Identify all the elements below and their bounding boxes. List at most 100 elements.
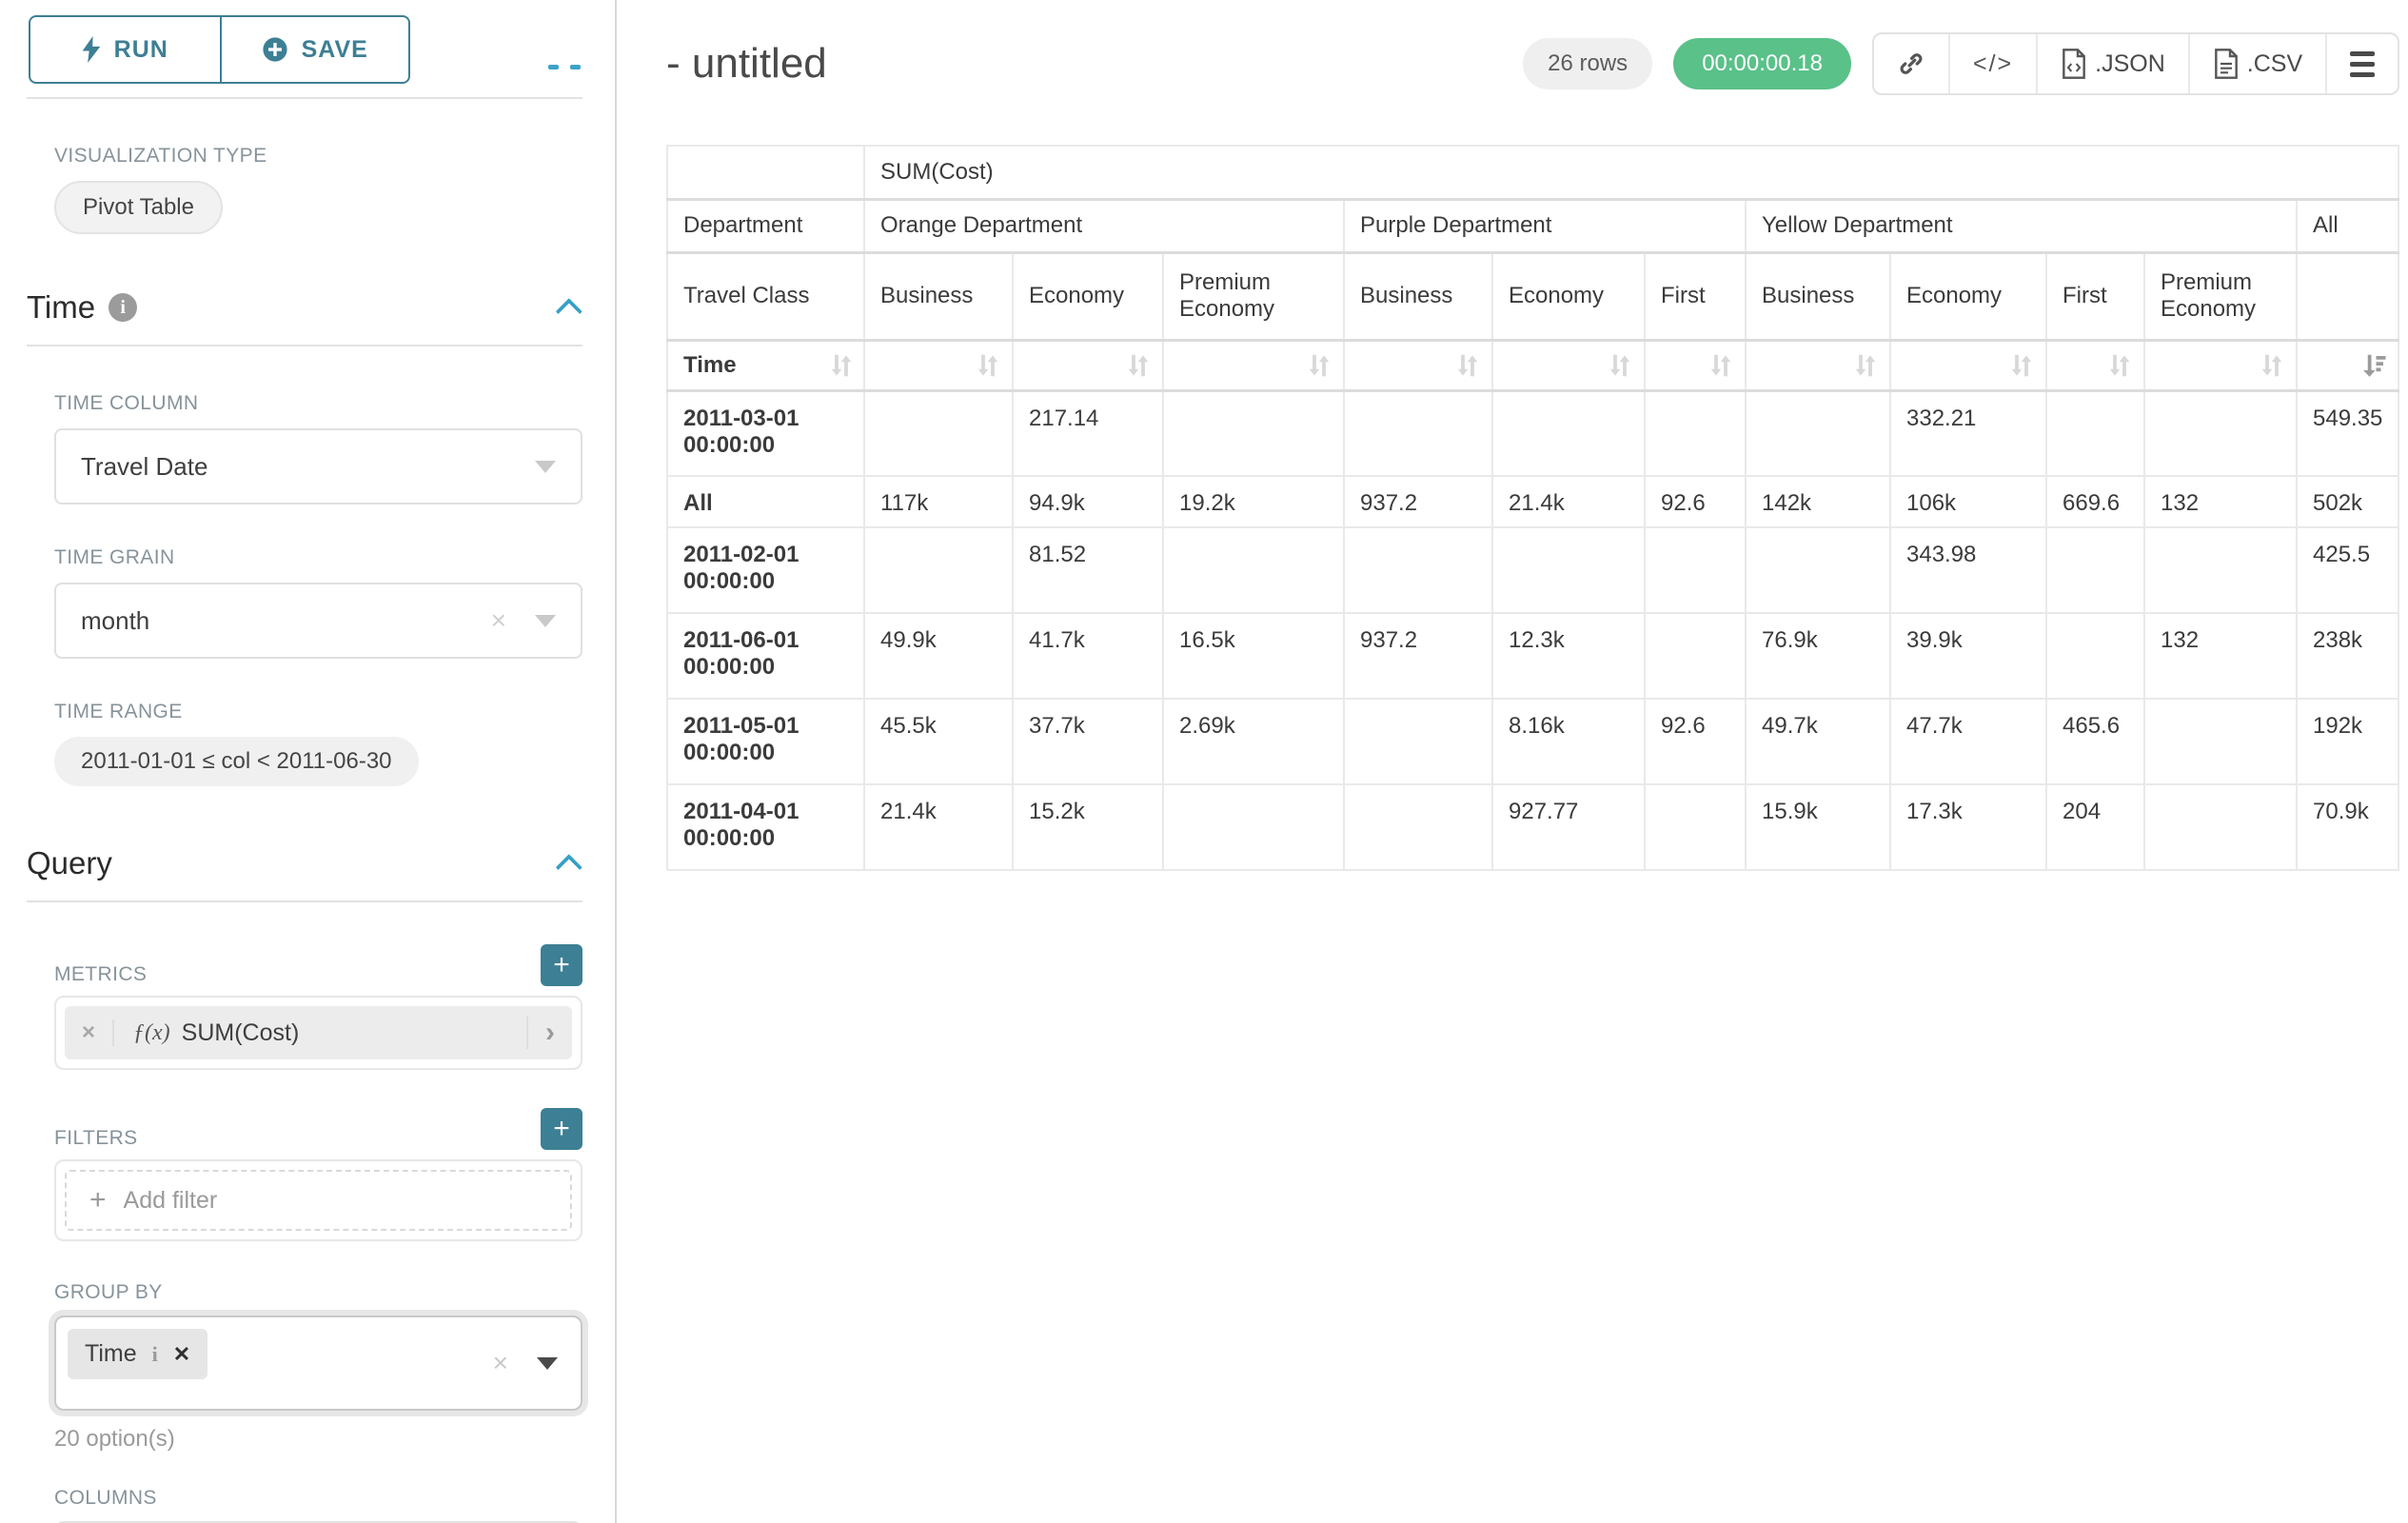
group-by-select[interactable]: Time i ✕ × [54,1315,582,1411]
remove-chip-icon[interactable]: ✕ [172,1341,191,1366]
filters-container: + Add filter [54,1159,582,1241]
time-grain-select[interactable]: month × [54,583,582,659]
hamburger-icon [2350,50,2376,77]
chart-title[interactable]: - untitled [666,40,827,87]
sort-header-cell[interactable] [1343,339,1493,391]
embed-code-button[interactable]: </> [1947,34,2036,93]
value-cell: 92.6 [1644,698,1747,785]
time-axis-label: Time [683,351,737,378]
time-section-title: Time [27,289,96,325]
chevron-down-icon[interactable] [537,1356,558,1370]
value-cell: 192k [2295,698,2400,785]
chart-header: - untitled 26 rows 00:00:00.18 </> [666,32,2400,95]
value-cell [1343,389,1493,477]
value-cell: 332.21 [1889,389,2047,477]
travel-class-header: Economy [1012,251,1164,341]
run-button[interactable]: RUN [30,17,220,82]
value-cell [1644,389,1747,477]
row-label: 2011-05-01 00:00:00 [666,698,865,785]
value-cell [1491,526,1646,614]
sort-icon[interactable] [1851,351,1880,380]
metrics-label: METRICS [54,963,148,985]
run-save-button-group: RUN SAVE [29,15,410,84]
add-filter-button[interactable]: + [541,1108,582,1150]
pivot-corner-cell [666,145,865,200]
chevron-up-icon[interactable] [555,298,582,326]
metrics-container: × ƒ(x) SUM(Cost) › [54,996,582,1070]
value-cell: 70.9k [2295,783,2400,871]
metric-item[interactable]: × ƒ(x) SUM(Cost) › [65,1006,572,1059]
sort-icon[interactable] [2105,351,2134,380]
sort-icon[interactable] [1707,351,1735,380]
sort-icon[interactable] [2007,351,2036,380]
row-label: 2011-06-01 00:00:00 [666,612,865,700]
json-button-label: .JSON [2095,49,2165,77]
time-grain-label: TIME GRAIN [54,546,175,568]
sort-header-cell[interactable] [2045,339,2145,391]
menu-button[interactable] [2325,34,2398,93]
value-cell [1491,389,1646,477]
value-cell [1343,698,1493,785]
export-json-button[interactable]: .JSON [2036,34,2188,93]
sort-header-cell[interactable] [1889,339,2047,391]
copy-link-button[interactable] [1874,34,1948,93]
query-section-header[interactable]: Query [27,845,582,881]
remove-metric-icon[interactable]: × [65,1019,115,1046]
time-range-value[interactable]: 2011-01-01 ≤ col < 2011-06-30 [54,737,419,786]
value-cell: 343.98 [1889,526,2047,614]
time-column-select[interactable]: Travel Date [54,428,582,504]
sort-icon[interactable] [1124,351,1153,380]
table-row: All 117k 94.9k 19.2k 937.2 21.4k 92.6 142k 106k 6… [666,475,2400,528]
sort-icon[interactable] [1453,351,1482,380]
sort-desc-active-icon[interactable] [2359,351,2388,380]
value-cell: 76.9k [1745,612,1891,700]
value-cell: 2.69k [1162,698,1345,785]
value-cell: 132 [2143,475,2298,528]
value-cell: 142k [1745,475,1891,528]
sort-header-cell[interactable] [1162,339,1345,391]
chevron-up-icon[interactable] [555,854,582,881]
sort-header-cell[interactable] [2295,339,2400,391]
link-icon [1900,53,1923,74]
add-metric-button[interactable]: + [541,944,582,986]
sort-header-cell[interactable] [1644,339,1747,391]
run-button-label: RUN [113,35,168,63]
value-cell: 15.9k [1745,783,1891,871]
value-cell: 465.6 [2045,698,2145,785]
value-cell [1644,783,1747,871]
time-section-header[interactable]: Time i [27,289,582,326]
value-cell: 49.7k [1745,698,1891,785]
sort-header-cell[interactable] [1491,339,1646,391]
csv-file-icon [2214,49,2238,79]
sort-icon[interactable] [827,351,856,380]
value-cell: 49.9k [863,612,1014,700]
sort-header-cell[interactable] [1012,339,1164,391]
save-button[interactable]: SAVE [219,17,409,82]
value-cell: 12.3k [1491,612,1646,700]
row-label: All [666,475,865,528]
export-button-group: </> .JSON .CSV [1871,32,2400,95]
add-filter-dropzone[interactable]: + Add filter [65,1170,572,1231]
value-cell: 238k [2295,612,2400,700]
plus-circle-icon [263,37,287,62]
value-cell: 81.52 [1012,526,1164,614]
sort-header-cell[interactable] [1745,339,1891,391]
sort-icon[interactable] [1606,351,1634,380]
sort-icon[interactable] [974,351,1002,380]
chart-type-collapse-icon[interactable] [548,65,581,69]
sort-header-cell[interactable] [2143,339,2298,391]
sort-icon[interactable] [1305,351,1333,380]
filters-label: FILTERS [54,1127,138,1149]
clear-icon[interactable]: × [490,605,506,635]
value-cell [863,526,1014,614]
export-csv-button[interactable]: .CSV [2187,34,2325,93]
table-row: 2011-03-01 00:00:00 217.14 332.21 549.35 [666,389,2400,477]
sort-header-cell[interactable] [863,339,1014,391]
query-section-title: Query [27,845,112,880]
clear-all-icon[interactable]: × [492,1348,508,1377]
chevron-right-icon[interactable]: › [526,1017,572,1049]
sort-icon[interactable] [2258,351,2286,380]
visualization-type-value[interactable]: Pivot Table [54,181,223,234]
group-by-chip-time[interactable]: Time i ✕ [68,1329,208,1379]
